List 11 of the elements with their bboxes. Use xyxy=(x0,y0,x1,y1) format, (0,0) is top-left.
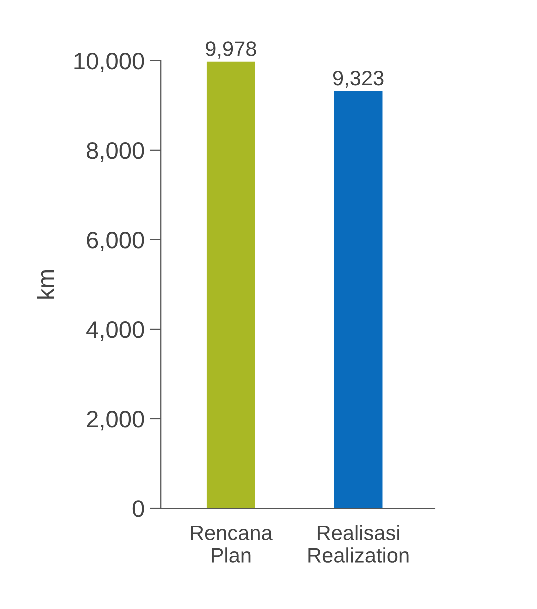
y-tick-label: 2,000 xyxy=(87,411,144,431)
y-tick-label: 8,000 xyxy=(87,142,144,162)
y-tick-label: 4,000 xyxy=(86,322,144,342)
x-tick-label: Realisasi Realization xyxy=(308,525,409,563)
y-tick-label: 10,000 xyxy=(74,52,144,72)
y-tick-label: 0 xyxy=(132,500,144,518)
y-tick-label: 6,000 xyxy=(87,232,144,252)
y-axis-title: km xyxy=(37,270,54,299)
x-tick-label: Rencana Plan xyxy=(191,526,273,563)
data-label: 9,978 xyxy=(206,42,256,59)
data-label: 9,323 xyxy=(333,70,384,88)
